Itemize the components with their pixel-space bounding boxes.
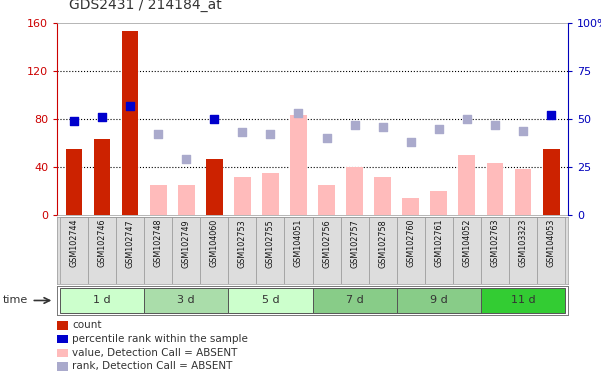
Bar (60, 217, 88, 284)
Text: GSM104053: GSM104053 (546, 219, 555, 267)
Point (237, 129, 247, 136)
Bar (487, 164, 504, 215)
Bar (459, 155, 475, 215)
Bar (537, 217, 565, 284)
Text: GSM102756: GSM102756 (322, 219, 331, 268)
Text: 5 d: 5 d (261, 295, 279, 306)
Text: GSM104051: GSM104051 (294, 219, 303, 267)
Bar (290, 116, 307, 215)
Bar (346, 167, 363, 215)
Bar (341, 217, 368, 284)
Text: value, Detection Call = ABSENT: value, Detection Call = ABSENT (72, 348, 237, 358)
Text: 1 d: 1 d (93, 295, 111, 306)
Point (490, 122, 500, 128)
Text: GDS2431 / 214184_at: GDS2431 / 214184_at (69, 0, 222, 12)
Text: GSM104060: GSM104060 (210, 219, 219, 267)
Bar (178, 185, 195, 215)
Point (462, 116, 472, 122)
Point (210, 116, 219, 122)
Bar (66, 149, 82, 215)
Text: 3 d: 3 d (177, 295, 195, 306)
Bar (121, 31, 138, 215)
Text: GSM104052: GSM104052 (462, 219, 471, 268)
Text: GSM102763: GSM102763 (490, 219, 499, 268)
Bar (144, 217, 172, 284)
Bar (88, 217, 116, 284)
Bar (397, 288, 481, 313)
Text: GSM103323: GSM103323 (519, 219, 528, 267)
Text: 7 d: 7 d (346, 295, 364, 306)
Text: GSM102757: GSM102757 (350, 219, 359, 268)
Bar (144, 288, 228, 313)
Bar (453, 217, 481, 284)
Bar (94, 139, 111, 215)
Bar (60, 288, 144, 313)
Point (97, 114, 107, 120)
Bar (150, 185, 166, 215)
Point (350, 122, 359, 128)
Bar (257, 217, 284, 284)
Bar (543, 149, 560, 215)
Point (182, 156, 191, 162)
Bar (228, 288, 313, 313)
Bar (514, 169, 531, 215)
Text: GSM102747: GSM102747 (126, 219, 135, 268)
Bar (228, 217, 257, 284)
Text: GSM102761: GSM102761 (435, 219, 444, 268)
Text: count: count (72, 320, 102, 330)
Point (378, 124, 388, 130)
Bar (262, 173, 279, 215)
Bar (425, 217, 453, 284)
Point (294, 110, 304, 116)
Bar (402, 198, 419, 215)
Bar (397, 217, 425, 284)
Text: GSM102758: GSM102758 (378, 219, 387, 268)
Text: GSM102746: GSM102746 (97, 219, 106, 268)
Bar (284, 217, 313, 284)
Text: GSM102753: GSM102753 (238, 219, 247, 268)
Bar (368, 217, 397, 284)
Bar (313, 288, 397, 313)
Bar (206, 159, 223, 215)
Point (69, 118, 79, 124)
Bar (318, 185, 335, 215)
Bar (374, 177, 391, 215)
Point (125, 103, 135, 109)
Bar (200, 217, 228, 284)
Point (322, 135, 331, 141)
Bar (509, 217, 537, 284)
Bar (172, 217, 200, 284)
Text: 9 d: 9 d (430, 295, 448, 306)
Bar (116, 217, 144, 284)
Point (406, 139, 415, 145)
Point (546, 112, 556, 118)
Text: GSM102748: GSM102748 (154, 219, 163, 268)
Bar (481, 217, 509, 284)
Point (266, 131, 275, 137)
Text: GSM102744: GSM102744 (70, 219, 79, 268)
Point (518, 127, 528, 134)
Point (434, 126, 444, 132)
Text: percentile rank within the sample: percentile rank within the sample (72, 334, 248, 344)
Text: rank, Detection Call = ABSENT: rank, Detection Call = ABSENT (72, 361, 233, 371)
Text: GSM102749: GSM102749 (182, 219, 191, 268)
Bar (234, 177, 251, 215)
Text: 11 d: 11 d (511, 295, 535, 306)
Bar (481, 288, 565, 313)
Text: time: time (3, 295, 28, 306)
Bar (313, 217, 341, 284)
Bar (430, 191, 447, 215)
Text: GSM102755: GSM102755 (266, 219, 275, 268)
Point (153, 131, 163, 137)
Text: GSM102760: GSM102760 (406, 219, 415, 268)
